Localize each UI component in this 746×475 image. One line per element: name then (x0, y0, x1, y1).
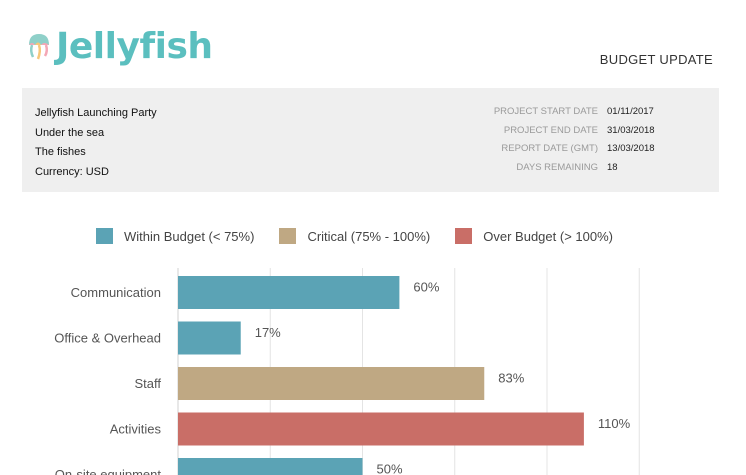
chart-legend: Within Budget (< 75%) Critical (75% - 10… (96, 228, 638, 244)
days-remaining-value: 18 (607, 161, 618, 173)
legend-item-over-budget: Over Budget (> 100%) (455, 228, 613, 244)
end-date-value: 31/03/2018 (607, 124, 655, 136)
bar (178, 458, 363, 475)
logo-text: Jellyfish (56, 25, 213, 67)
value-label: 17% (255, 325, 281, 340)
project-currency: Currency: USD (35, 165, 109, 178)
info-row-start-date: PROJECT START DATE 01/11/2017 (494, 106, 663, 125)
category-label: Activities (110, 422, 162, 437)
category-label: Office & Overhead (54, 331, 161, 346)
info-row-end-date: PROJECT END DATE 31/03/2018 (494, 125, 663, 144)
info-row-days-remaining: DAYS REMAINING 18 (494, 162, 663, 181)
legend-label-critical: Critical (75% - 100%) (307, 228, 431, 244)
project-details: Jellyfish Launching Party Under the sea … (35, 107, 157, 185)
end-date-label: PROJECT END DATE (503, 124, 598, 136)
value-label: 50% (377, 462, 403, 475)
value-label: 83% (498, 371, 524, 386)
project-dates: PROJECT START DATE 01/11/2017 PROJECT EN… (494, 106, 663, 180)
bar (178, 412, 584, 446)
jellyfish-icon (29, 34, 49, 60)
project-location: Under the sea (35, 126, 105, 139)
value-label: 60% (413, 280, 439, 295)
legend-item-within-budget: Within Budget (< 75%) (96, 228, 254, 244)
legend-label-within-budget: Within Budget (< 75%) (124, 228, 255, 244)
days-remaining-label: DAYS REMAINING (516, 161, 598, 173)
category-label: Staff (134, 376, 161, 391)
value-label: 110% (598, 416, 631, 431)
logo: Jellyfish (26, 22, 213, 70)
page-title: BUDGET UPDATE (599, 52, 713, 67)
project-name: Jellyfish Launching Party (35, 107, 157, 119)
info-row-report-date: REPORT DATE (GMT) 13/03/2018 (494, 143, 663, 162)
project-info-panel: Jellyfish Launching Party Under the sea … (22, 88, 719, 192)
report-date-label: REPORT DATE (GMT) (501, 143, 598, 154)
start-date-value: 01/11/2017 (607, 106, 654, 117)
start-date-label: PROJECT START DATE (493, 106, 598, 117)
legend-label-over-budget: Over Budget (> 100%) (483, 228, 613, 244)
category-label: On-site equipment (55, 467, 162, 475)
legend-swatch-critical (279, 228, 297, 244)
category-label: Communication (71, 285, 161, 300)
legend-item-critical: Critical (75% - 100%) (279, 228, 430, 244)
legend-swatch-over-budget (455, 228, 473, 244)
project-client: The fishes (35, 146, 86, 158)
report-date-value: 13/03/2018 (607, 143, 655, 154)
bar (178, 367, 485, 400)
legend-swatch-within-budget (96, 228, 113, 244)
bar (178, 321, 241, 355)
bar (178, 276, 400, 309)
